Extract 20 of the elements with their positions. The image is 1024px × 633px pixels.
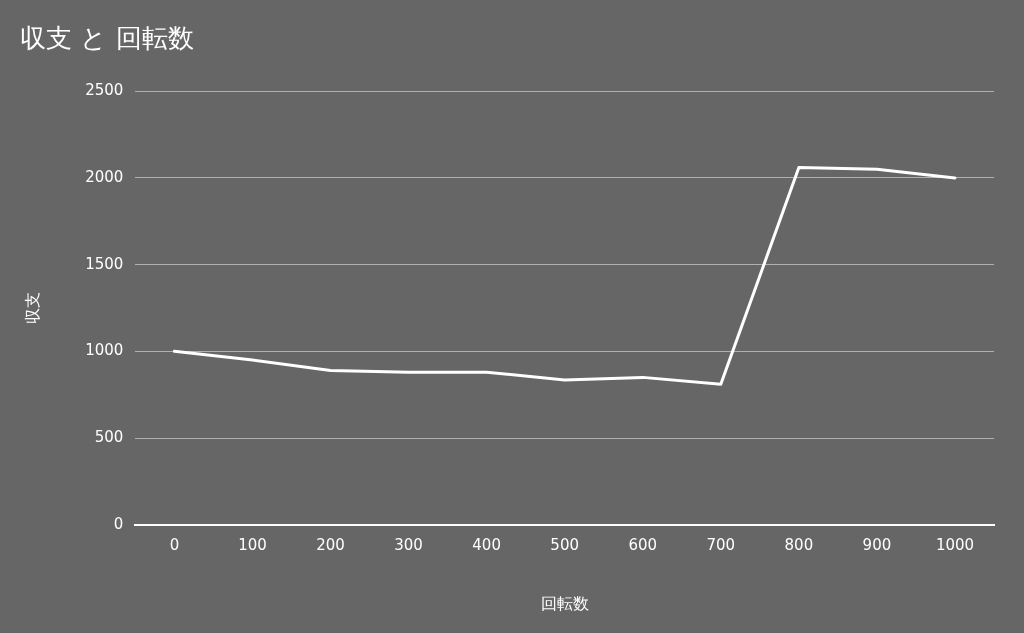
y-tick-label: 2500 xyxy=(85,81,124,100)
x-tick-label: 0 xyxy=(169,535,180,554)
x-tick-label: 500 xyxy=(550,535,580,554)
x-tick-label: 1000 xyxy=(935,535,975,554)
y-tick-label: 1500 xyxy=(85,254,124,273)
y-tick-label: 2000 xyxy=(85,167,124,186)
x-tick-label: 300 xyxy=(394,535,423,554)
x-axis-title: 回転数 xyxy=(540,593,589,613)
x-tick-label: 100 xyxy=(238,535,267,554)
x-tick-label: 400 xyxy=(472,535,501,554)
x-tick-label: 700 xyxy=(706,535,736,554)
y-tick-label: 1000 xyxy=(85,341,124,360)
y-tick-label: 500 xyxy=(94,427,124,446)
y-tick-label: 0 xyxy=(113,514,124,533)
chart-title: 収支 と 回転数 xyxy=(20,23,194,54)
y-axis-title: 収支 xyxy=(22,292,42,324)
x-tick-label: 600 xyxy=(628,535,658,554)
x-tick-label: 200 xyxy=(316,535,345,554)
x-tick-label: 900 xyxy=(862,535,892,554)
x-tick-label: 800 xyxy=(784,535,814,554)
